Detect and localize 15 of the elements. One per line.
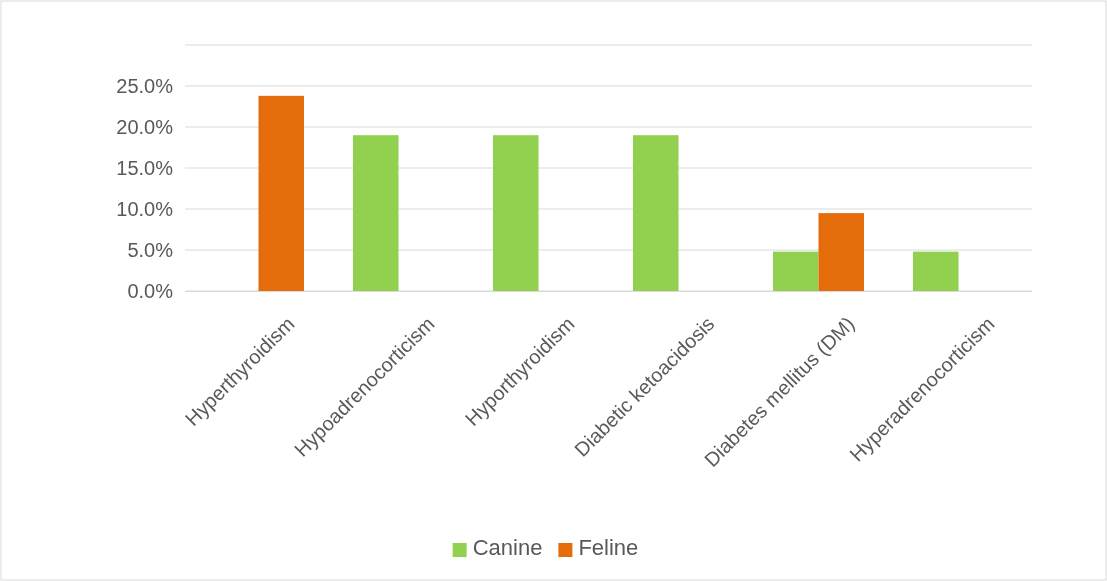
bar [913, 251, 959, 291]
y-tick-label: 5.0% [127, 238, 174, 261]
legend-label: Feline [578, 535, 639, 560]
y-tick-label: 20.0% [116, 115, 174, 138]
bar [493, 135, 539, 291]
y-tick-label: 0.0% [127, 279, 174, 302]
bar [773, 251, 819, 291]
bar [353, 135, 399, 291]
bar [818, 213, 864, 291]
bar [258, 95, 304, 291]
bar [633, 135, 679, 291]
y-tick-label: 10.0% [116, 197, 174, 220]
legend-label: Canine [472, 535, 543, 560]
y-tick-label: 15.0% [116, 156, 174, 179]
y-tick-label: 25.0% [116, 74, 174, 97]
